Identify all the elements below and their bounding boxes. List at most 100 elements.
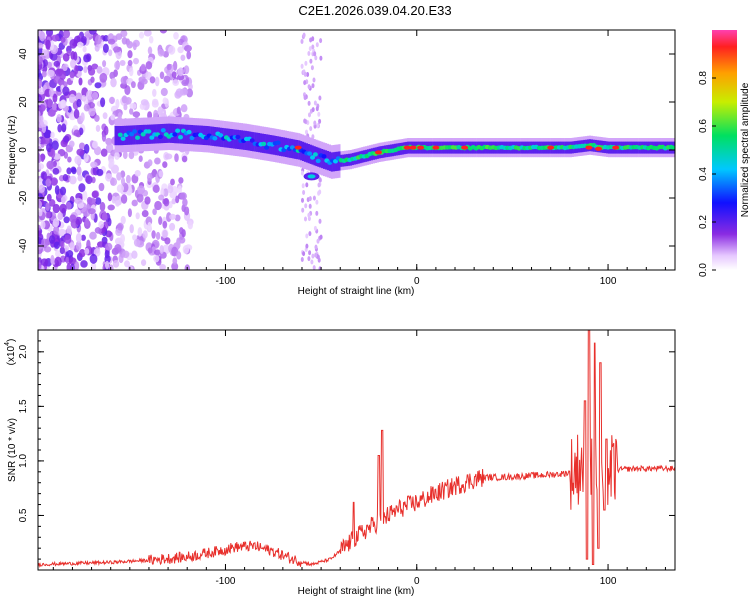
noise-dot [78, 142, 86, 150]
noise-dot [56, 113, 62, 123]
noise-dot [179, 192, 187, 200]
noise-dot [94, 44, 100, 52]
noise-dot [83, 152, 89, 163]
noise-dot [159, 245, 164, 254]
noise-dot [147, 46, 153, 55]
streak-dot [308, 231, 312, 237]
spectrogram-marks [38, 30, 675, 270]
noise-dot [38, 230, 42, 237]
noise-dot [38, 243, 43, 250]
streak-dot [305, 233, 309, 239]
figure-title: C2E1.2026.039.04.20.E33 [298, 3, 451, 18]
noise-dot [182, 245, 190, 254]
noise-dot [59, 186, 67, 196]
x-tick-label: 100 [600, 576, 617, 587]
noise-dot [107, 204, 115, 211]
noise-dot [129, 108, 134, 115]
noise-dot [80, 112, 85, 122]
noise-dot [53, 60, 61, 67]
noise-dot [99, 201, 106, 212]
noise-dot [127, 208, 132, 218]
noise-dot [153, 254, 160, 263]
noise-dot [164, 153, 173, 160]
ridge-body [282, 137, 286, 157]
noise-dot [46, 61, 52, 69]
streak-dot [312, 195, 316, 201]
noise-dot [50, 148, 56, 159]
noise-dot [70, 50, 76, 61]
x-tick-label: 0 [414, 576, 420, 587]
ridge-core [157, 134, 163, 139]
noise-dot [105, 137, 113, 146]
ridge-body [311, 145, 314, 165]
streak-dot [307, 51, 311, 56]
noise-dot [137, 185, 145, 195]
noise-dot [83, 65, 88, 74]
noise-dot [171, 262, 179, 270]
noise-dot [162, 229, 168, 239]
noise-dot [66, 225, 72, 236]
ridge-core [175, 128, 181, 133]
noise-dot [91, 63, 99, 70]
noise-dot [110, 77, 117, 88]
colorbar-tick-label: 0.8 [698, 71, 709, 85]
streak-dot [307, 256, 311, 262]
streak-dot [307, 100, 311, 106]
noise-dot [68, 93, 76, 104]
streak-dot [311, 44, 315, 50]
ridge-core [261, 141, 267, 147]
streak-dot [308, 112, 311, 118]
ridge-core [149, 135, 155, 140]
noise-dot [80, 260, 88, 268]
streak-dot [304, 216, 307, 222]
noise-dot [154, 76, 160, 87]
noise-dot [105, 242, 113, 251]
noise-dot [133, 238, 141, 247]
streak-dot [303, 118, 307, 124]
streak-dot [303, 71, 307, 77]
noise-dot [179, 88, 188, 96]
noise-dot [186, 50, 192, 60]
noise-dot [168, 201, 173, 209]
streak-dot [305, 129, 308, 135]
ridge-body [323, 149, 326, 169]
noise-dot [168, 45, 176, 55]
ridge-body [236, 129, 240, 149]
ridge-core [120, 136, 126, 141]
noise-dot [89, 30, 97, 35]
noise-dot [90, 161, 98, 168]
noise-dot [80, 234, 86, 241]
noise-dot [101, 212, 108, 221]
noise-dot [108, 49, 113, 57]
ridge-core [172, 132, 178, 137]
noise-dot [74, 261, 80, 270]
noise-dot [136, 193, 144, 203]
noise-dot [75, 92, 83, 103]
y-tick-label: 40 [18, 48, 29, 60]
ridge-core [307, 151, 313, 156]
ridge-body [148, 124, 152, 144]
streak-dot [313, 120, 317, 126]
noise-dot [89, 253, 98, 264]
ridge-core [135, 135, 140, 140]
ridge-core [235, 134, 241, 140]
noise-dot [131, 250, 138, 259]
noise-dot [47, 98, 53, 109]
noise-dot [45, 30, 54, 37]
streak-dot [311, 83, 315, 89]
ridge-body [147, 124, 150, 144]
noise-dot [65, 201, 72, 210]
noise-dot [134, 169, 141, 177]
noise-dot [91, 140, 99, 149]
streak-dot [318, 95, 322, 101]
ridge-peak [417, 145, 425, 150]
noise-dot [162, 188, 169, 197]
spectrogram-panel: -100 0 100 -40 -20 0 20 40 Height of straight l… [7, 29, 676, 297]
streak-dot [311, 134, 315, 140]
ridge-body [319, 148, 322, 168]
noise-dot [116, 184, 125, 193]
noise-dot [151, 230, 156, 239]
ridge-body [315, 146, 318, 167]
noise-dot [145, 61, 153, 70]
noise-dot [157, 106, 163, 116]
